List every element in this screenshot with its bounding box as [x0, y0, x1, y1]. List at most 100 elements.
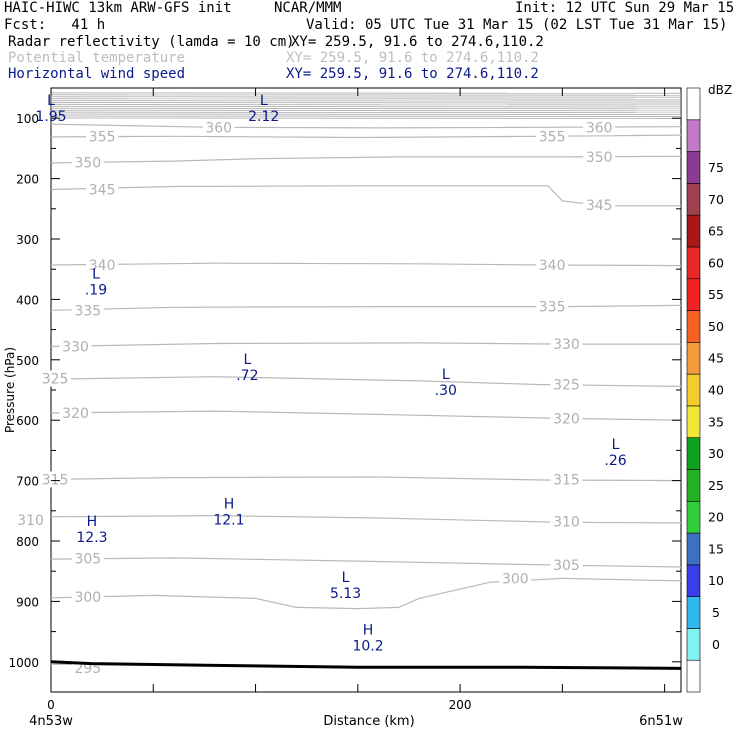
y-axis: 100 200 300 400 500 600 700 800 900 1000 — [8, 112, 681, 693]
colorbar-cell — [686, 183, 701, 216]
wind-extremum-type: L — [442, 367, 450, 383]
isentrope-label-350: 350 — [586, 150, 613, 166]
isentrope-340 — [50, 262, 682, 267]
colorbar-cell — [686, 87, 701, 121]
isentrope-top — [50, 98, 682, 100]
isentrope-label-335: 335 — [539, 300, 566, 316]
x-axis-label: Distance (km) — [323, 714, 414, 729]
colorbar-cell — [686, 437, 701, 470]
isentrope-335 — [50, 304, 682, 311]
colorbar-label: 70 — [708, 192, 724, 207]
isentrope-label-bg — [86, 181, 119, 198]
y-tick-label: 900 — [16, 595, 39, 609]
isentrope-label-355: 355 — [539, 129, 566, 145]
colorbar-label: 15 — [708, 541, 724, 556]
isentrope-top — [50, 103, 682, 106]
colorbar-label: 25 — [708, 478, 724, 493]
wind-extremum-value: .30 — [435, 383, 457, 399]
isentrope-label-355: 355 — [89, 129, 116, 145]
terrain-line — [50, 660, 682, 670]
wind-extremum-type: H — [363, 623, 374, 639]
wind-extremum-type: L — [243, 352, 251, 368]
colorbar: 0 5 10 15 20 25 30 35 40 45 50 55 60 65 70 75 — [686, 87, 724, 693]
colorbar-cell — [686, 659, 701, 693]
colorbar-label: 10 — [708, 573, 724, 588]
isentrope-label-360: 360 — [205, 120, 232, 136]
isentrope-top — [50, 107, 682, 110]
center-title: NCAR/MMM — [274, 0, 342, 16]
field-name-wind: Horizontal wind speed — [8, 66, 186, 82]
x-axis: 0 200 — [47, 88, 666, 712]
isentrope-labels: 360 360 355 355 350 350 345 345 340 340 335 335 330 3… — [14, 119, 616, 677]
isentrope-top — [50, 101, 682, 104]
field-xy-theta: XY= 259.5, 91.6 to 274.6,110.2 — [286, 50, 539, 66]
isentrope-325 — [50, 376, 682, 387]
isentrope-label-bg — [202, 119, 235, 136]
colorbar-cell — [686, 628, 701, 661]
isentrope-label-bg — [536, 256, 569, 273]
wind-extremum-type: H — [224, 496, 235, 512]
colorbar-label: 75 — [708, 160, 724, 175]
isentrope-label-305: 305 — [553, 558, 580, 574]
isentrope-350 — [50, 155, 682, 164]
y-tick-label: 1000 — [8, 656, 39, 670]
wind-extremum-type: L — [260, 93, 268, 109]
field-name-theta: Potential temperature — [8, 50, 186, 66]
colorbar-label: 30 — [708, 446, 724, 461]
isentrope-300 — [50, 577, 682, 610]
colorbar-label: 5 — [712, 605, 720, 620]
isentrope-310 — [50, 514, 682, 524]
colorbar-label: 50 — [708, 319, 724, 334]
plot-frame — [50, 87, 682, 693]
isentrope-355 — [50, 134, 682, 139]
isentrope-label-bg — [536, 298, 569, 315]
colorbar-cell — [686, 500, 701, 534]
colorbar-label: 45 — [708, 351, 724, 366]
isentrope-label-bg — [583, 119, 616, 136]
isentrope-label-360: 360 — [586, 120, 613, 136]
isentrope-label-320: 320 — [553, 411, 580, 427]
isentrope-label-bg — [583, 148, 616, 165]
isentrope-label-305: 305 — [74, 552, 101, 568]
isentrope-label-bg — [550, 336, 583, 353]
wind-extremum-value: 1.95 — [35, 109, 66, 125]
x-left-label: 4n53w — [29, 714, 73, 729]
colorbar-cell — [686, 405, 701, 438]
isentrope-label-bg — [39, 370, 72, 387]
wind-extremum-value: .26 — [604, 453, 626, 469]
isentrope-label-335: 335 — [74, 303, 101, 319]
isentrope-label-345: 345 — [89, 182, 116, 198]
wind-extremum-value: .72 — [236, 368, 258, 384]
x-tick-label: 200 — [449, 698, 472, 712]
colorbar-cell — [686, 214, 701, 248]
y-tick-label: 300 — [16, 233, 39, 247]
colorbar-label: 60 — [708, 255, 724, 270]
field-xy-wind: XY= 259.5, 91.6 to 274.6,110.2 — [286, 66, 539, 82]
isentrope-label-310: 310 — [553, 515, 580, 531]
isentrope-label-345: 345 — [586, 198, 613, 214]
isentrope-top — [50, 105, 682, 108]
y-tick-label: 200 — [16, 173, 39, 187]
isentrope-label-325: 325 — [553, 378, 580, 394]
y-tick-label: 100 — [16, 112, 39, 126]
wind-extremum-value: 12.1 — [213, 512, 244, 528]
colorbar-cell — [686, 564, 701, 597]
colorbar-cell — [686, 151, 701, 184]
isentrope-label-bg — [550, 376, 583, 393]
isentrope-top — [50, 115, 682, 118]
isentrope-label-bg — [583, 197, 616, 214]
y-tick-label: 800 — [16, 535, 39, 549]
isentrope-label-320: 320 — [62, 406, 89, 422]
isentrope-label-bg — [71, 302, 104, 319]
y-tick-label: 600 — [16, 414, 39, 428]
model-title: HAIC-HIWC 13km ARW-GFS init — [4, 0, 232, 16]
colorbar-cell — [686, 469, 701, 502]
isentrope-label-bg — [59, 404, 92, 421]
y-axis-label: Pressure (hPa) — [3, 347, 17, 433]
init-time: Init: 12 UTC Sun 29 Mar 15 — [515, 0, 735, 16]
isentrope-label-310: 310 — [17, 513, 44, 529]
isentrope-label-340: 340 — [539, 258, 566, 274]
wind-extremum-type: L — [92, 266, 100, 282]
isentrope-320 — [50, 410, 682, 421]
